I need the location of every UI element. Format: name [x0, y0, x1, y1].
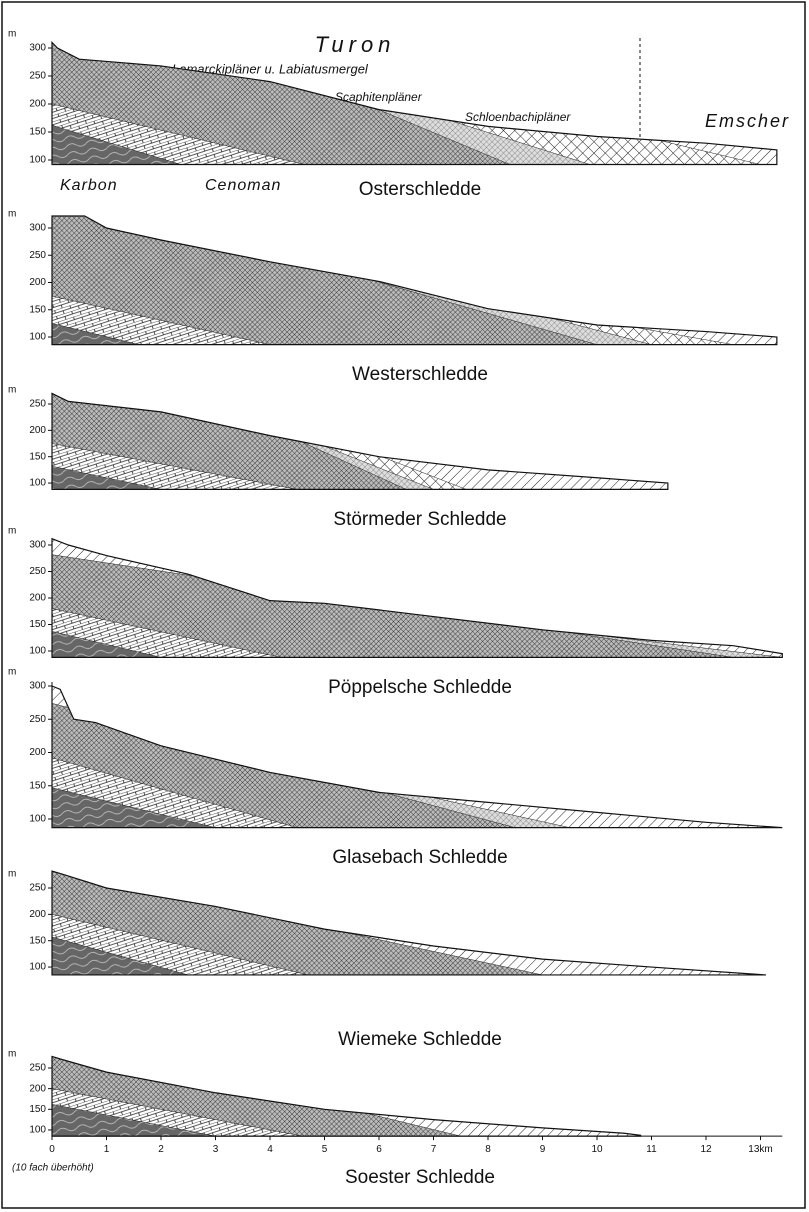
section-outline: [51, 685, 783, 829]
profile-title: Soester Schledde: [345, 1167, 495, 1188]
y-unit: m: [8, 385, 16, 396]
annotation: Cenoman: [205, 177, 281, 194]
y-tick-label: 200: [29, 277, 46, 288]
x-tick-label: 8: [485, 1144, 491, 1155]
y-tick-label: 100: [29, 332, 46, 343]
y-tick-label: 250: [29, 714, 46, 725]
y-tick-label: 250: [29, 250, 46, 261]
y-tick-label: 150: [29, 1104, 46, 1115]
y-tick-label: 150: [29, 451, 46, 462]
x-tick-label: 3: [213, 1144, 219, 1155]
x-tick-label: 6: [376, 1144, 382, 1155]
x-tick-label: 12: [700, 1144, 712, 1155]
annotation: Lamarckipläner u. Labiatusmergel: [172, 61, 369, 76]
annotation: Turon: [315, 32, 396, 57]
y-tick-label: 250: [29, 1063, 46, 1074]
y-tick-label: 200: [29, 425, 46, 436]
y-tick-label: 100: [29, 478, 46, 489]
profile-title: Störmeder Schledde: [333, 509, 506, 530]
y-tick-label: 100: [29, 646, 46, 657]
y-unit: m: [8, 209, 16, 220]
annotation: Karbon: [60, 177, 118, 194]
y-tick-label: 150: [29, 127, 46, 138]
y-tick-label: 300: [29, 223, 46, 234]
y-unit: m: [8, 526, 16, 537]
y-tick-label: 200: [29, 747, 46, 758]
section-outline: [51, 215, 778, 346]
layer: [52, 914, 766, 975]
profile-title: Glasebach Schledde: [332, 847, 507, 868]
y-unit: m: [8, 29, 16, 40]
x-tick-label: 1: [104, 1144, 110, 1155]
y-tick-label: 250: [29, 71, 46, 82]
x-tick-label: 9: [540, 1144, 546, 1155]
y-tick-label: 200: [29, 1083, 46, 1094]
x-tick-label: 10: [591, 1144, 603, 1155]
layer: [52, 608, 783, 658]
section-outline: [51, 392, 669, 490]
y-tick-label: 200: [29, 909, 46, 920]
layer: [52, 393, 668, 490]
annotation: Scaphitenpläner: [335, 90, 423, 104]
y-tick-label: 200: [29, 593, 46, 604]
annotation: Schloenbachipläner: [465, 110, 571, 124]
y-tick-label: 100: [29, 1125, 46, 1136]
y-tick-label: 200: [29, 99, 46, 110]
y-unit: m: [8, 869, 16, 880]
y-tick-label: 150: [29, 304, 46, 315]
scale-note: (10 fach überhöht): [12, 1163, 94, 1174]
y-unit: m: [8, 1049, 16, 1060]
x-tick-label: 4: [267, 1144, 273, 1155]
y-tick-label: 150: [29, 780, 46, 791]
section-outline: [51, 40, 778, 166]
y-unit: m: [8, 667, 16, 678]
x-tick-label: 0: [49, 1144, 55, 1155]
x-tick-label: 2: [158, 1144, 164, 1155]
section-outline: [51, 537, 783, 658]
layer: [52, 757, 783, 828]
x-tick-label: 13km: [748, 1144, 772, 1155]
profile-title: Wiemeke Schledde: [338, 1029, 502, 1050]
profile-title: Westerschledde: [352, 364, 488, 385]
y-tick-label: 150: [29, 935, 46, 946]
y-tick-label: 300: [29, 540, 46, 551]
layer: [52, 443, 668, 490]
y-tick-label: 150: [29, 619, 46, 630]
x-tick-label: 7: [431, 1144, 437, 1155]
x-tick-label: 11: [646, 1144, 657, 1155]
y-tick-label: 250: [29, 883, 46, 894]
y-tick-label: 100: [29, 962, 46, 973]
y-tick-label: 300: [29, 43, 46, 54]
y-tick-label: 100: [29, 155, 46, 166]
y-tick-label: 300: [29, 681, 46, 692]
annotation: Emscher: [705, 111, 790, 131]
section-outline: [51, 870, 766, 976]
y-tick-label: 250: [29, 399, 46, 410]
y-tick-label: 100: [29, 814, 46, 825]
x-tick-label: 5: [322, 1144, 328, 1155]
layer: [52, 1088, 641, 1137]
y-tick-label: 250: [29, 566, 46, 577]
profile-title: Osterschledde: [359, 179, 482, 200]
profile-title: Pöppelsche Schledde: [328, 677, 512, 698]
